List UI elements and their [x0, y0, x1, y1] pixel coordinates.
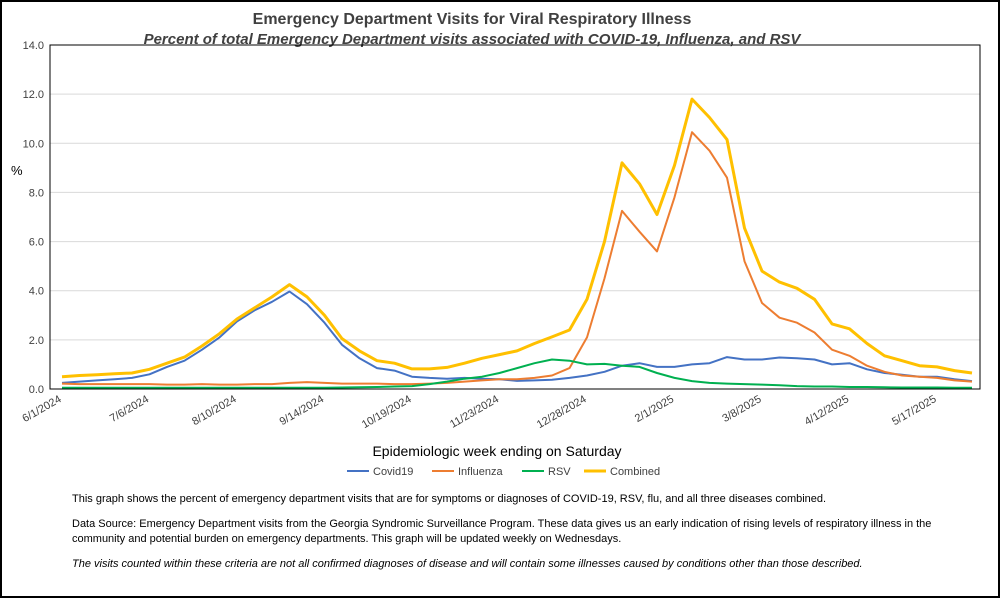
note-description: This graph shows the percent of emergenc…: [72, 493, 827, 505]
plot-area-border: [49, 44, 981, 390]
x-tick-label: 9/14/2024: [278, 393, 326, 428]
series-lines: [61, 97, 973, 389]
series-line-rsv: [62, 358, 972, 389]
legend-label: Combined: [610, 466, 660, 478]
legend-label: Covid19: [373, 466, 413, 478]
notes: This graph shows the percent of emergenc…: [72, 492, 942, 582]
y-tick-label: 2.0: [29, 335, 44, 347]
note-disclaimer: The visits counted within these criteria…: [72, 558, 863, 570]
x-tick-label: 4/12/2025: [803, 393, 851, 428]
y-tick-label: 6.0: [29, 237, 44, 249]
x-tick-label: 2/1/2025: [633, 393, 676, 425]
y-tick-label: 12.0: [23, 89, 44, 101]
legend-label: RSV: [548, 466, 571, 478]
x-axis-ticks: 6/1/2024 7/6/2024 8/10/2024 9/14/2024 10/19/…: [20, 393, 938, 431]
y-tick-label: 4.0: [29, 286, 44, 298]
y-tick-label: 0.0: [29, 384, 44, 396]
x-tick-label: 12/28/2024: [535, 393, 589, 431]
legend-label: Influenza: [458, 466, 504, 478]
x-axis-label: Epidemiologic week ending on Saturday: [372, 443, 621, 459]
series-line-covid19: [61, 290, 973, 384]
series-line-combined: [61, 97, 973, 379]
chart-title: Emergency Department Visits for Viral Re…: [253, 11, 692, 28]
note-data-source: Data Source: Emergency Department visits…: [72, 518, 932, 545]
x-tick-label: 3/8/2025: [720, 393, 763, 425]
x-tick-label: 6/1/2024: [20, 393, 63, 425]
y-tick-label: 8.0: [29, 187, 44, 199]
y-tick-label: 14.0: [23, 40, 44, 52]
chart-subtitle: Percent of total Emergency Department vi…: [144, 31, 803, 48]
x-tick-label: 8/10/2024: [190, 393, 238, 428]
y-tick-label: 10.0: [23, 138, 44, 150]
x-tick-label: 11/23/2024: [448, 393, 501, 431]
x-tick-label: 7/6/2024: [108, 393, 151, 425]
y-axis-label: %: [11, 163, 23, 178]
x-tick-label: 5/17/2025: [890, 393, 938, 428]
gridlines: [50, 44, 980, 390]
y-axis-ticks: 0.0 2.0 4.0 6.0 8.0 10.0 12.0 14.0: [23, 40, 44, 396]
x-tick-label: 10/19/2024: [360, 393, 414, 431]
series-line-influenza: [61, 131, 973, 386]
legend: Covid19 Influenza RSV Combined: [347, 466, 660, 478]
